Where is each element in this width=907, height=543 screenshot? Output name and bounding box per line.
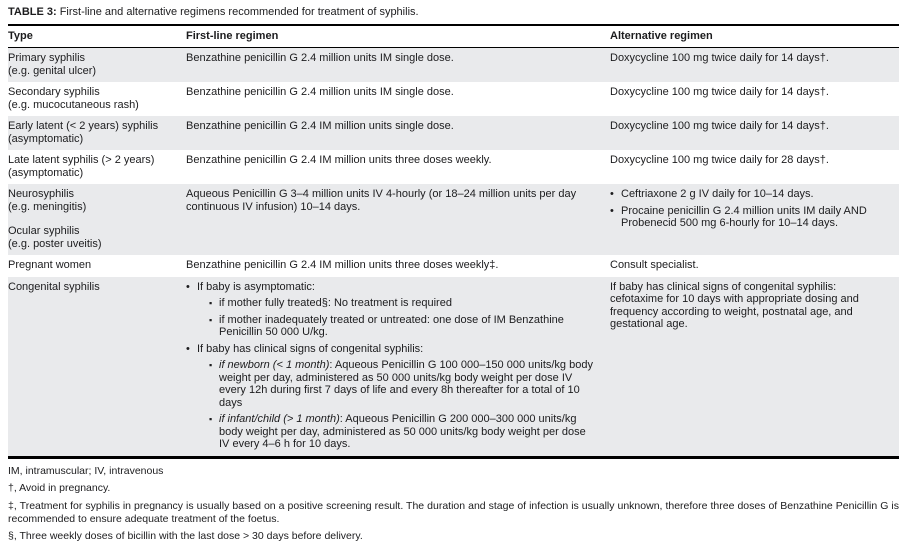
col-header-type: Type: [8, 25, 186, 48]
type-name: Secondary syphilis: [8, 86, 174, 99]
bullet-item: If baby is asymptomatic: if mother fully…: [186, 281, 598, 339]
type-name: Primary syphilis: [8, 52, 174, 65]
alternative-cell: Doxycycline 100 mg twice daily for 14 da…: [610, 116, 899, 150]
first-line-cell: Aqueous Penicillin G 3–4 million units I…: [186, 184, 610, 255]
col-header-first-line: First-line regimen: [186, 25, 610, 48]
type-cell: Early latent (< 2 years) syphilis (asymp…: [8, 116, 186, 150]
alternative-cell: If baby has clinical signs of congenital…: [610, 277, 899, 458]
table-row-pregnant-women: Pregnant women Benzathine penicillin G 2…: [8, 255, 899, 277]
table-row-congenital-syphilis: Congenital syphilis If baby is asymptoma…: [8, 277, 899, 458]
first-line-cell: Benzathine penicillin G 2.4 million unit…: [186, 48, 610, 83]
first-line-cell: If baby is asymptomatic: if mother fully…: [186, 277, 610, 458]
sub-bullet-item: if infant/child (> 1 month): Aqueous Pen…: [209, 413, 598, 451]
footnote-abbreviations: IM, intramuscular; IV, intravenous: [8, 465, 899, 478]
type-name: Early latent (< 2 years) syphilis: [8, 120, 174, 133]
sub-bullet-item: if mother fully treated§: No treatment i…: [209, 297, 598, 310]
sub-bullet-list: if newborn (< 1 month): Aqueous Penicill…: [197, 359, 598, 451]
type-example: (asymptomatic): [8, 167, 174, 180]
footnotes: IM, intramuscular; IV, intravenous †, Av…: [8, 465, 899, 543]
first-line-cell: Benzathine penicillin G 2.4 IM million u…: [186, 116, 610, 150]
type-name: Congenital syphilis: [8, 281, 174, 294]
alternative-bullet-list: Ceftriaxone 2 g IV daily for 10–14 days.…: [610, 188, 887, 230]
first-line-cell: Benzathine penicillin G 2.4 million unit…: [186, 82, 610, 116]
type-name: Neurosyphilis: [8, 188, 174, 201]
first-line-cell: Benzathine penicillin G 2.4 IM million u…: [186, 255, 610, 277]
table-figure: TABLE 3:First-line and alternative regim…: [8, 6, 899, 543]
table-title: TABLE 3:First-line and alternative regim…: [8, 6, 899, 19]
type-example: (e.g. genital ulcer): [8, 65, 174, 78]
first-line-bullet-list: If baby is asymptomatic: if mother fully…: [186, 281, 598, 451]
type-cell: Pregnant women: [8, 255, 186, 277]
bullet-item: If baby has clinical signs of congenital…: [186, 343, 598, 451]
table-row-primary-syphilis: Primary syphilis (e.g. genital ulcer) Be…: [8, 48, 899, 83]
sub-bullet-item: if newborn (< 1 month): Aqueous Penicill…: [209, 359, 598, 409]
alternative-cell: Ceftriaxone 2 g IV daily for 10–14 days.…: [610, 184, 899, 255]
type-cell: Congenital syphilis: [8, 277, 186, 458]
sub-bullet-lead-italic: if newborn (< 1 month): [219, 359, 329, 371]
alternative-cell: Doxycycline 100 mg twice daily for 28 da…: [610, 150, 899, 184]
table-title-text: First-line and alternative regimens reco…: [60, 6, 419, 18]
alternative-cell: Doxycycline 100 mg twice daily for 14 da…: [610, 82, 899, 116]
table-row-early-latent-syphilis: Early latent (< 2 years) syphilis (asymp…: [8, 116, 899, 150]
type-cell: Neurosyphilis (e.g. meningitis) Ocular s…: [8, 184, 186, 255]
first-line-cell: Benzathine penicillin G 2.4 IM million u…: [186, 150, 610, 184]
type-cell: Primary syphilis (e.g. genital ulcer): [8, 48, 186, 83]
sub-bullet-text: if mother inadequately treated or untrea…: [219, 314, 564, 339]
sub-bullet-lead-italic: if infant/child (> 1 month): [219, 413, 340, 425]
table-row-neurosyphilis-ocular: Neurosyphilis (e.g. meningitis) Ocular s…: [8, 184, 899, 255]
bullet-item: Procaine penicillin G 2.4 million units …: [610, 205, 887, 230]
col-header-alternative: Alternative regimen: [610, 25, 899, 48]
type-example-secondary: (e.g. poster uveitis): [8, 238, 174, 251]
type-example: (e.g. meningitis): [8, 201, 174, 214]
type-name: Late latent syphilis (> 2 years): [8, 154, 174, 167]
sub-bullet-list: if mother fully treated§: No treatment i…: [197, 297, 598, 339]
table-row-late-latent-syphilis: Late latent syphilis (> 2 years) (asympt…: [8, 150, 899, 184]
syphilis-regimen-table: Type First-line regimen Alternative regi…: [8, 24, 899, 459]
sub-bullet-text: if mother fully treated§: No treatment i…: [219, 297, 452, 309]
alternative-cell: Consult specialist.: [610, 255, 899, 277]
table-header-row: Type First-line regimen Alternative regi…: [8, 25, 899, 48]
footnote-section: §, Three weekly doses of bicillin with t…: [8, 530, 899, 543]
type-name: Pregnant women: [8, 259, 174, 272]
footnote-double-dagger: ‡, Treatment for syphilis in pregnancy i…: [8, 500, 899, 526]
type-example: (asymptomatic): [8, 133, 174, 146]
table-row-secondary-syphilis: Secondary syphilis (e.g. mucocutaneous r…: [8, 82, 899, 116]
table-title-label: TABLE 3:: [8, 6, 57, 18]
type-name-secondary: Ocular syphilis: [8, 225, 174, 238]
bullet-text: If baby has clinical signs of congenital…: [197, 343, 423, 355]
type-cell: Secondary syphilis (e.g. mucocutaneous r…: [8, 82, 186, 116]
alternative-cell: Doxycycline 100 mg twice daily for 14 da…: [610, 48, 899, 83]
type-cell: Late latent syphilis (> 2 years) (asympt…: [8, 150, 186, 184]
sub-bullet-item: if mother inadequately treated or untrea…: [209, 314, 598, 339]
bullet-text: If baby is asymptomatic:: [197, 281, 315, 293]
bullet-item: Ceftriaxone 2 g IV daily for 10–14 days.: [610, 188, 887, 201]
type-example: (e.g. mucocutaneous rash): [8, 99, 174, 112]
